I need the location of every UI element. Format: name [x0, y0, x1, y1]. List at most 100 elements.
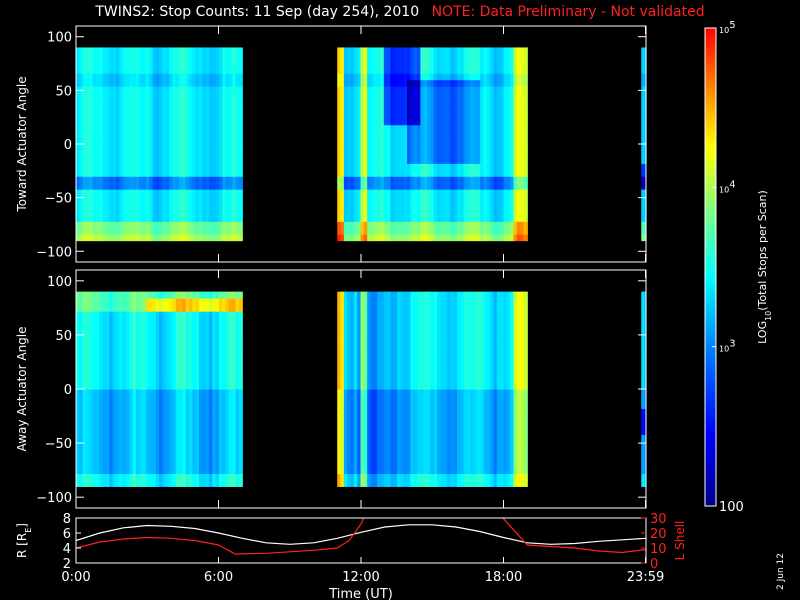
heatmap-cell: [383, 214, 388, 222]
heatmap-cell: [232, 60, 237, 68]
heatmap-cell: [195, 201, 200, 209]
heatmap-cell: [205, 356, 210, 364]
heatmap-cell: [403, 144, 408, 152]
heatmap-cell: [102, 330, 107, 338]
heatmap-cell: [162, 343, 167, 351]
heatmap-cell: [503, 53, 508, 61]
heatmap-cell: [360, 169, 365, 177]
heatmap-cell: [417, 195, 421, 203]
heatmap-cell: [410, 208, 415, 216]
heatmap-cell: [162, 453, 167, 461]
heatmap-cell: [99, 176, 104, 184]
heatmap-cell: [82, 163, 87, 171]
heatmap-cell: [205, 66, 210, 74]
heatmap-cell: [215, 79, 220, 87]
heatmap-cell: [337, 408, 342, 416]
heatmap-cell: [212, 447, 217, 455]
heatmap-cell: [122, 227, 127, 235]
heatmap-cell: [155, 208, 160, 216]
heatmap-cell: [159, 234, 164, 242]
heatmap-cell: [76, 144, 80, 152]
heatmap-cell: [112, 427, 117, 436]
heatmap-cell: [122, 479, 127, 487]
heatmap-cell: [179, 311, 183, 319]
heatmap-cell: [79, 214, 84, 222]
heatmap-cell: [189, 440, 193, 449]
heatmap-cell: [513, 163, 518, 171]
heatmap-cell: [222, 163, 227, 171]
heatmap-cell: [152, 447, 157, 455]
heatmap-cell: [403, 111, 408, 119]
heatmap-cell: [76, 298, 80, 306]
heatmap-cell: [142, 473, 147, 481]
heatmap-cell: [473, 150, 478, 158]
heatmap-cell: [119, 298, 124, 306]
heatmap-cell: [456, 118, 461, 126]
heatmap-cell: [393, 66, 398, 74]
heatmap-cell: [85, 440, 90, 449]
heatmap-cell: [516, 98, 521, 106]
heatmap-cell: [125, 60, 130, 68]
heatmap-cell: [510, 105, 515, 113]
heatmap-cell: [145, 60, 150, 68]
heatmap-cell: [466, 169, 471, 177]
heatmap-cell: [413, 111, 418, 119]
heatmap-cell: [202, 298, 207, 306]
heatmap-cell: [199, 124, 203, 132]
heatmap-cell: [343, 343, 348, 351]
heatmap-cell: [473, 182, 478, 190]
heatmap-cell: [238, 234, 243, 242]
heatmap-cell: [209, 447, 213, 455]
heatmap-cell: [212, 395, 217, 403]
heatmap-cell: [453, 47, 458, 55]
heatmap-cell: [383, 79, 388, 87]
heatmap-cell: [179, 53, 183, 61]
heatmap-cell: [427, 214, 431, 222]
heatmap-cell: [353, 92, 358, 100]
heatmap-cell: [132, 369, 137, 377]
heatmap-cell: [460, 150, 465, 158]
heatmap-cell: [102, 473, 107, 481]
heatmap-cell: [413, 105, 418, 113]
heatmap-cell: [135, 137, 140, 145]
heatmap-cell: [152, 79, 157, 87]
heatmap-cell: [407, 118, 411, 126]
heatmap-cell: [343, 401, 348, 410]
heatmap-cell: [205, 343, 210, 351]
heatmap-cell: [350, 421, 355, 429]
heatmap-cell: [387, 221, 392, 229]
heatmap-cell: [142, 105, 147, 113]
heatmap-cell: [115, 427, 120, 436]
heatmap-cell: [523, 118, 528, 126]
heatmap-cell: [199, 169, 203, 177]
heatmap-cell: [480, 201, 485, 209]
heatmap-cell: [149, 343, 154, 351]
heatmap-cell: [155, 363, 160, 371]
heatmap-cell: [222, 105, 227, 113]
heatmap-cell: [205, 447, 210, 455]
heatmap-cell: [232, 408, 237, 416]
heatmap-cell: [185, 447, 190, 455]
heatmap-cell: [155, 227, 160, 235]
heatmap-cell: [129, 73, 134, 81]
heatmap-cell: [139, 86, 144, 94]
heatmap-cell: [340, 124, 345, 132]
heatmap-cell: [370, 131, 375, 139]
heatmap-cell: [199, 234, 203, 242]
heatmap-cell: [490, 227, 495, 235]
heatmap-cell: [450, 124, 455, 132]
heatmap-cell: [145, 453, 150, 461]
heatmap-cell: [413, 60, 418, 68]
heatmap-cell: [393, 131, 398, 139]
heatmap-cell: [437, 163, 441, 171]
heatmap-cell: [343, 363, 348, 371]
heatmap-cell: [480, 221, 485, 229]
heatmap-cell: [92, 92, 97, 100]
heatmap-cell: [343, 208, 348, 216]
heatmap-cell: [238, 105, 243, 113]
heatmap-cell: [516, 169, 521, 177]
heatmap-cell: [232, 350, 237, 358]
heatmap-cell: [446, 195, 451, 203]
heatmap-cell: [410, 53, 415, 61]
heatmap-cell: [139, 208, 144, 216]
